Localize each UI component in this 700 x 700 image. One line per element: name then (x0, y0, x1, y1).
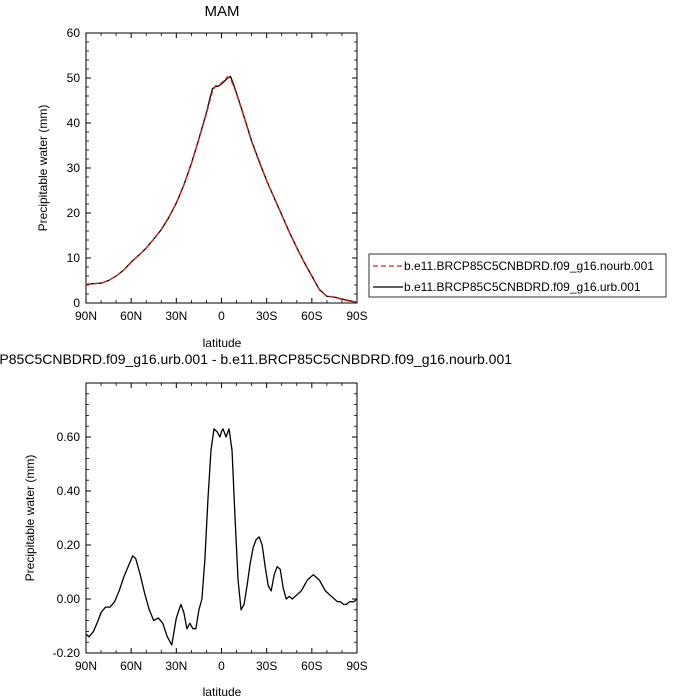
bottom-x-tick-label: 60N (120, 659, 142, 673)
legend: b.e11.BRCP85C5CNBDRD.f09_g16.nourb.001 b… (368, 253, 667, 298)
bottom-y-tick-label: -0.20 (53, 646, 81, 660)
top-chart-title: MAM (205, 3, 240, 20)
legend-label-urb: b.e11.BRCP85C5CNBDRD.f09_g16.urb.001 (404, 280, 641, 294)
top-y-tick-label: 10 (67, 251, 81, 265)
bottom-y-tick-label: 0.60 (57, 430, 81, 444)
top-series-line-1 (85, 76, 358, 303)
bottom-x-axis-label: latitude (203, 685, 242, 699)
top-x-axis-label: latitude (203, 336, 242, 350)
bottom-y-axis-label: Precipitable water (mm) (23, 455, 37, 582)
bottom-axis-ticks (85, 382, 358, 654)
bottom-series-lines (85, 428, 358, 646)
bottom-chart-title: b.e11.BRCP85C5CNBDRD.f09_g16.urb.001 - b… (0, 351, 512, 367)
bottom-series-line-0 (85, 428, 358, 646)
bottom-y-tick-label: 0.40 (57, 484, 81, 498)
top-y-tick-label: 40 (67, 116, 81, 130)
top-x-tick-label: 30S (256, 309, 277, 323)
top-x-tick-label: 0 (218, 309, 225, 323)
bottom-tick-labels: 90N 60N 30N 0 30S 60S 90S -0.20 0.00 0.20 0.40 0.60 (53, 430, 368, 673)
bottom-panel: b.e11.BRCP85C5CNBDRD.f09_g16.urb.001 - b… (0, 351, 512, 699)
bottom-x-tick-label: 60S (301, 659, 322, 673)
legend-box (368, 253, 667, 298)
top-panel: MAM 90N 60N 30N 0 30S 60S 90S 0 10 20 30 40 50 60 lat… (36, 3, 667, 350)
top-tick-labels: 90N 60N 30N 0 30S 60S 90S 0 10 20 30 40 50 60 (67, 26, 368, 323)
bottom-x-tick-label: 90S (346, 659, 367, 673)
top-x-tick-label: 90N (75, 309, 97, 323)
top-y-axis-label: Precipitable water (mm) (36, 105, 50, 232)
top-x-tick-label: 60N (120, 309, 142, 323)
bottom-y-tick-label: 0.20 (57, 538, 81, 552)
top-plot-frame (85, 32, 358, 304)
top-y-tick-label: 50 (67, 71, 81, 85)
top-x-tick-label: 90S (346, 309, 367, 323)
bottom-y-tick-label: 0.00 (57, 592, 81, 606)
top-series-lines (85, 76, 358, 303)
bottom-x-tick-label: 30S (256, 659, 277, 673)
top-axis-ticks (85, 32, 358, 304)
top-y-tick-label: 30 (67, 161, 81, 175)
top-y-tick-label: 20 (67, 206, 81, 220)
bottom-x-tick-label: 90N (75, 659, 97, 673)
top-y-tick-label: 60 (67, 26, 81, 40)
top-y-tick-label: 0 (73, 296, 80, 310)
bottom-x-tick-label: 0 (218, 659, 225, 673)
legend-label-nourb: b.e11.BRCP85C5CNBDRD.f09_g16.nourb.001 (404, 259, 654, 273)
top-x-tick-label: 30N (165, 309, 187, 323)
top-x-tick-label: 60S (301, 309, 322, 323)
top-series-line-0 (85, 76, 358, 303)
bottom-plot-frame (85, 382, 358, 654)
bottom-x-tick-label: 30N (165, 659, 187, 673)
